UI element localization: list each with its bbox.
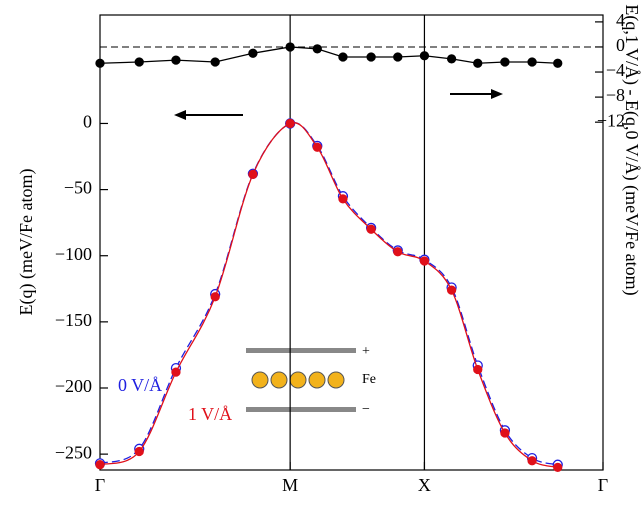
series-line <box>99 46 558 64</box>
x-tick-label: Γ <box>598 475 608 495</box>
data-point <box>312 44 322 54</box>
y2-tick-label: 0 <box>616 35 625 55</box>
data-point <box>500 57 510 67</box>
data-point <box>446 285 457 295</box>
data-point <box>553 58 563 68</box>
arrows <box>174 89 503 120</box>
data-point <box>338 52 348 62</box>
y2-axis-label: E(q,1 V/Å) - E(q,0 V/Å) (meV/Fe atom) <box>621 4 641 295</box>
y-tick-label: −200 <box>55 376 92 396</box>
data-point <box>338 194 348 204</box>
y-tick-label: −100 <box>55 244 92 264</box>
data-point <box>210 57 220 67</box>
inset-label: + <box>362 344 370 359</box>
y-tick-label: −250 <box>55 442 92 462</box>
data-point <box>134 446 144 457</box>
x-tick-label: X <box>418 475 431 495</box>
data-point <box>419 51 430 61</box>
data-point <box>366 224 376 234</box>
data-point <box>171 55 181 65</box>
series-label: 1 V/Å <box>188 404 232 424</box>
data-point <box>500 428 510 438</box>
series-label: 0 V/Å <box>118 375 162 395</box>
y2-tick-label: 4 <box>616 10 625 30</box>
data-point <box>248 48 258 58</box>
data-point <box>312 142 322 152</box>
data-point <box>134 57 144 67</box>
data-point <box>527 57 537 67</box>
data-point <box>366 52 376 62</box>
inset-label: − <box>362 402 370 417</box>
data-point <box>446 54 457 64</box>
data-point <box>473 364 483 375</box>
data-point <box>553 462 563 473</box>
data-point <box>95 58 105 68</box>
series-line <box>99 122 558 468</box>
x-tick-label: Γ <box>95 475 105 495</box>
data-point <box>285 42 295 52</box>
y2-tick-label: −12 <box>597 110 625 130</box>
data-point <box>419 256 430 266</box>
y2-tick-label: −8 <box>606 85 625 105</box>
series-line <box>99 121 558 466</box>
inset-diagram: + Fe − <box>246 344 376 417</box>
data-point <box>171 367 181 377</box>
data-point <box>473 58 483 68</box>
data-point <box>210 292 220 302</box>
data-point <box>393 247 403 257</box>
y-tick-label: 0 <box>83 112 92 132</box>
x-tick-label: M <box>282 475 298 495</box>
y2-tick-label: −4 <box>606 60 625 80</box>
data-point <box>95 460 105 470</box>
y-tick-label: −150 <box>55 310 92 330</box>
plot-frame <box>99 14 604 471</box>
data-point <box>248 169 258 180</box>
y-tick-label: −50 <box>64 178 92 198</box>
data-point <box>393 52 403 62</box>
y-axis-label: E(q) (meV/Fe atom) <box>16 169 37 316</box>
data-point <box>285 118 295 129</box>
data-point <box>527 456 537 466</box>
inset-label: Fe <box>362 372 376 387</box>
